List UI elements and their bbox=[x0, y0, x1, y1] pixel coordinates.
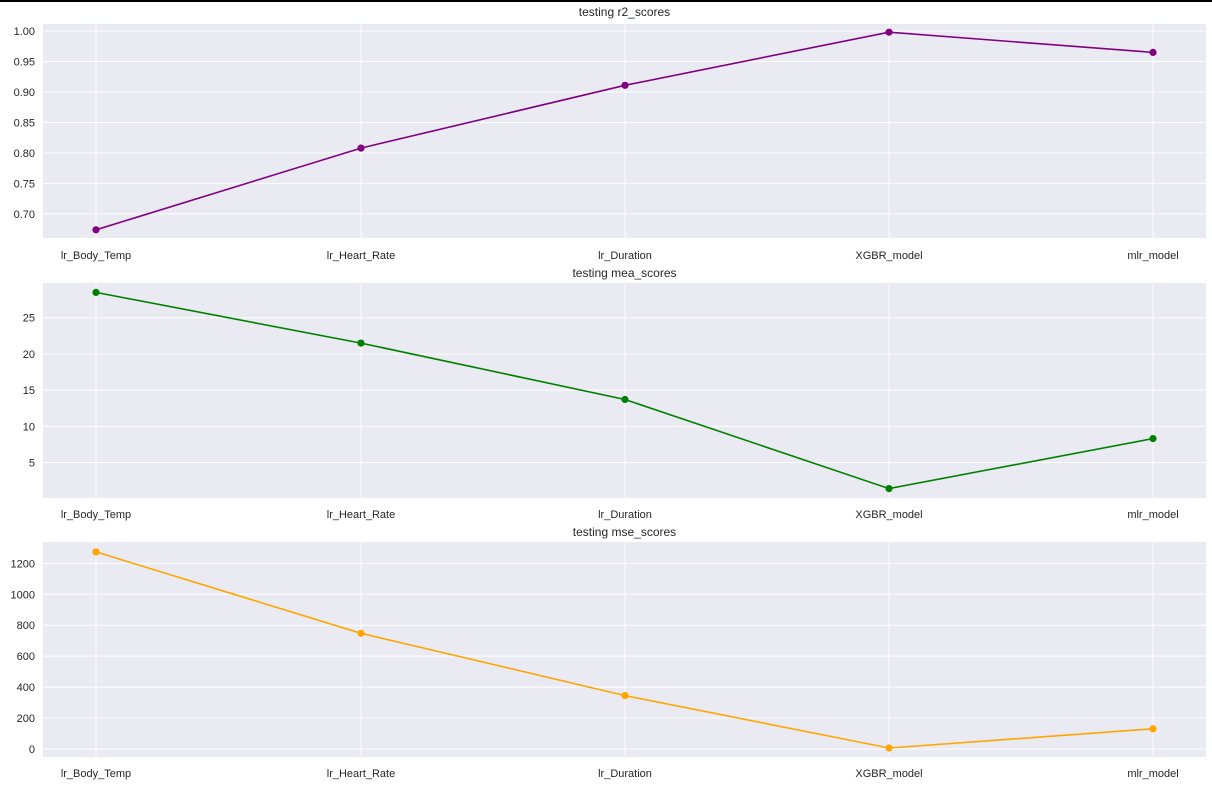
y-tick-label: 1.00 bbox=[14, 26, 35, 38]
x-tick-label: lr_Body_Temp bbox=[61, 768, 131, 780]
y-tick-label: 600 bbox=[17, 651, 35, 663]
data-point-marker bbox=[357, 339, 365, 347]
chart-title: testing r2_scores bbox=[579, 5, 670, 19]
x-tick-label: lr_Duration bbox=[598, 250, 652, 262]
chart-title: testing mea_scores bbox=[572, 266, 676, 280]
y-tick-label: 0.70 bbox=[14, 209, 35, 221]
data-point-marker bbox=[885, 485, 893, 493]
x-tick-label: mlr_model bbox=[1127, 768, 1178, 780]
y-tick-label: 0.95 bbox=[14, 56, 35, 68]
y-tick-label: 0.80 bbox=[14, 148, 35, 160]
data-point-marker bbox=[92, 548, 100, 556]
x-tick-label: lr_Heart_Rate bbox=[327, 250, 395, 262]
data-point-marker bbox=[621, 81, 629, 89]
data-point-marker bbox=[357, 629, 365, 637]
data-point-marker bbox=[885, 744, 893, 752]
data-point-marker bbox=[621, 692, 629, 700]
y-tick-label: 0.85 bbox=[14, 117, 35, 129]
y-tick-label: 1200 bbox=[11, 558, 35, 570]
data-point-marker bbox=[885, 28, 893, 36]
x-tick-label: lr_Duration bbox=[598, 768, 652, 780]
top-border bbox=[0, 0, 1212, 2]
y-tick-label: 25 bbox=[23, 313, 35, 325]
y-tick-label: 20 bbox=[23, 349, 35, 361]
y-tick-label: 5 bbox=[29, 458, 35, 470]
x-tick-label: XGBR_model bbox=[855, 509, 922, 521]
x-tick-label: lr_Heart_Rate bbox=[327, 509, 395, 521]
data-point-marker bbox=[1149, 48, 1157, 57]
x-tick-label: mlr_model bbox=[1127, 250, 1178, 262]
x-tick-label: lr_Heart_Rate bbox=[327, 768, 395, 780]
data-point-marker bbox=[92, 288, 100, 296]
mse-scores-chart: 0 200 400 600 800 1000 1200 lr_Body_Temp lr_Hear… bbox=[11, 525, 1206, 780]
data-point-marker bbox=[1149, 435, 1157, 443]
data-point-marker bbox=[1149, 725, 1157, 733]
mea-scores-chart: 5 10 15 20 25 lr_Body_Temp lr_Heart_Rate lr_Dur… bbox=[23, 266, 1206, 521]
y-tick-label: 0 bbox=[29, 744, 35, 756]
r2-scores-chart: 0.70 0.75 0.80 0.85 0.90 0.95 1.00 lr_Body_Temp… bbox=[14, 5, 1206, 262]
y-tick-label: 800 bbox=[17, 620, 35, 632]
data-point-marker bbox=[357, 144, 365, 152]
x-tick-label: mlr_model bbox=[1127, 509, 1178, 521]
x-tick-label: XGBR_model bbox=[855, 768, 922, 780]
x-tick-label: XGBR_model bbox=[855, 250, 922, 262]
y-tick-label: 10 bbox=[23, 421, 35, 433]
y-tick-label: 400 bbox=[17, 682, 35, 694]
y-tick-label: 0.75 bbox=[14, 178, 35, 190]
data-point-marker bbox=[621, 395, 629, 404]
x-tick-label: lr_Body_Temp bbox=[61, 509, 131, 521]
y-tick-label: 200 bbox=[17, 713, 35, 725]
y-tick-label: 15 bbox=[23, 385, 35, 397]
y-tick-label: 0.90 bbox=[14, 87, 35, 99]
y-tick-label: 1000 bbox=[11, 589, 35, 601]
x-tick-label: lr_Duration bbox=[598, 509, 652, 521]
chart-title: testing mse_scores bbox=[573, 525, 676, 539]
x-tick-label: lr_Body_Temp bbox=[61, 250, 131, 262]
data-point-marker bbox=[92, 226, 100, 234]
